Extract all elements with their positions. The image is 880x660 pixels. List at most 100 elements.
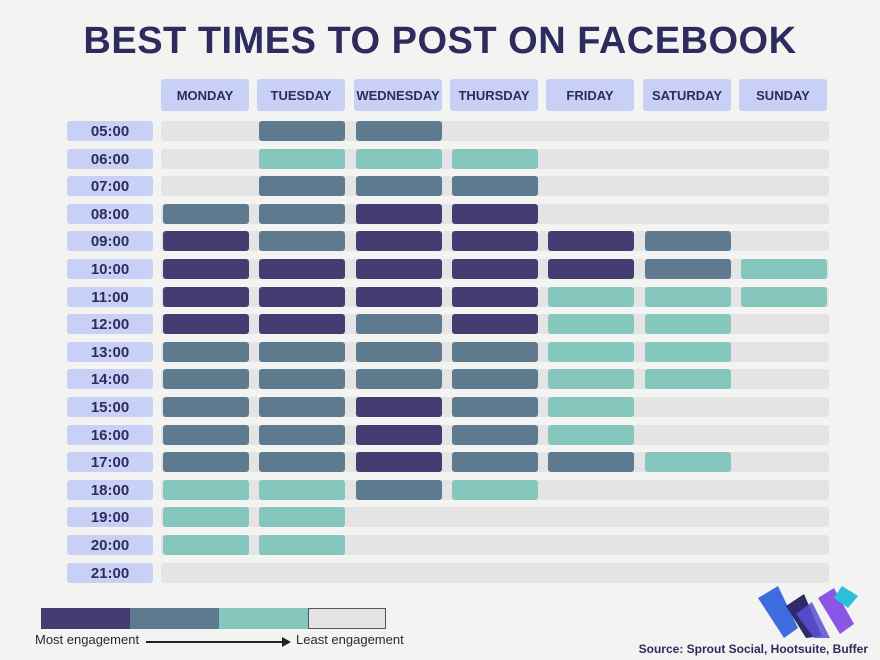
time-label: 07:00 [67,176,153,196]
heatmap-cell-high [163,397,249,417]
legend-swatch-medium [219,608,308,629]
page-title: BEST TIMES TO POST ON FACEBOOK [83,20,797,62]
heatmap-cell-high [259,204,345,224]
heatmap-cell-high [548,452,634,472]
heatmap-cell-high [356,342,442,362]
time-label: 18:00 [67,480,153,500]
heatmap-cell-medium [645,287,731,307]
time-label: 17:00 [67,452,153,472]
heatmap-cell-most [548,231,634,251]
heatmap-cell-medium [259,507,345,527]
heatmap-cell-most [356,425,442,445]
time-label: 05:00 [67,121,153,141]
day-header-tuesday: TUESDAY [257,79,345,111]
heatmap-cell-high [452,369,538,389]
time-label: 19:00 [67,507,153,527]
heatmap-cell-high [645,259,731,279]
day-header-friday: FRIDAY [546,79,634,111]
heatmap-cell-high [452,397,538,417]
heatmap-cell-medium [163,507,249,527]
time-label: 09:00 [67,231,153,251]
heatmap-cell-medium [259,149,345,169]
heatmap-cell-high [356,176,442,196]
heatmap-cell-high [452,425,538,445]
heatmap-cell-medium [548,425,634,445]
heatmap-cell-most [452,314,538,334]
heatmap-cell-high [259,452,345,472]
day-header-sunday: SUNDAY [739,79,827,111]
heatmap-cell-medium [645,452,731,472]
heatmap-cell-medium [452,149,538,169]
time-label: 15:00 [67,397,153,417]
heatmap-cell-most [163,259,249,279]
time-label: 20:00 [67,535,153,555]
heatmap-cell-most [259,259,345,279]
heatmap-cell-medium [163,535,249,555]
legend-most-label: Most engagement [35,632,140,647]
heatmap-cell-most [356,231,442,251]
heatmap-cell-medium [548,342,634,362]
heatmap-cell-medium [741,259,827,279]
time-label: 10:00 [67,259,153,279]
heatmap-cell-high [452,452,538,472]
time-label: 08:00 [67,204,153,224]
heatmap-cell-most [356,397,442,417]
heatmap-cell-most [356,287,442,307]
time-label: 12:00 [67,314,153,334]
heatmap-cell-medium [259,535,345,555]
heatmap-cell-high [163,342,249,362]
time-label: 13:00 [67,342,153,362]
source-note: Source: Sprout Social, Hootsuite, Buffer [638,642,868,656]
heatmap-cell-high [452,176,538,196]
heatmap-cell-high [356,121,442,141]
heatmap-cell-high [163,452,249,472]
heatmap-cell-most [356,204,442,224]
heatmap-cell-medium [548,397,634,417]
brand-logo-icon [758,586,858,638]
heatmap-cell-medium [548,314,634,334]
heatmap-cell-high [259,425,345,445]
time-label: 14:00 [67,369,153,389]
heatmap-cell-most [452,259,538,279]
heatmap-cell-medium [356,149,442,169]
legend-swatch-high [130,608,219,629]
heatmap-cell-high [259,342,345,362]
time-label: 06:00 [67,149,153,169]
heatmap-cell-high [259,369,345,389]
heatmap-cell-high [259,121,345,141]
day-header-saturday: SATURDAY [643,79,731,111]
heatmap-cell-most [163,314,249,334]
heatmap-cell-high [163,369,249,389]
heatmap-cell-high [259,176,345,196]
heatmap-cell-medium [645,369,731,389]
heatmap-cell-high [259,231,345,251]
heatmap-cell-most [356,259,442,279]
heatmap-cell-most [259,314,345,334]
heatmap-cell-most [163,231,249,251]
heatmap-cell-most [356,452,442,472]
legend-arrow-line [146,641,284,643]
heatmap-cell-most [548,259,634,279]
heatmap-cell-high [356,369,442,389]
heatmap-cell-medium [163,480,249,500]
heatmap-cell-high [163,425,249,445]
heatmap-cell-medium [645,342,731,362]
time-label: 16:00 [67,425,153,445]
day-header-thursday: THURSDAY [450,79,538,111]
heatmap-cell-most [163,287,249,307]
day-header-monday: MONDAY [161,79,249,111]
legend-arrow-icon [282,637,291,647]
heatmap-cell-most [452,204,538,224]
time-label: 11:00 [67,287,153,307]
heatmap-cell-most [452,231,538,251]
time-label: 21:00 [67,563,153,583]
legend-least-label: Least engagement [296,632,404,647]
heatmap-cell-most [452,287,538,307]
heatmap-cell-medium [548,369,634,389]
heatmap-cell-medium [259,480,345,500]
legend-swatch-most [41,608,130,629]
legend-swatch-least [308,608,386,629]
heatmap-cell-high [452,342,538,362]
heatmap-cell-high [259,397,345,417]
